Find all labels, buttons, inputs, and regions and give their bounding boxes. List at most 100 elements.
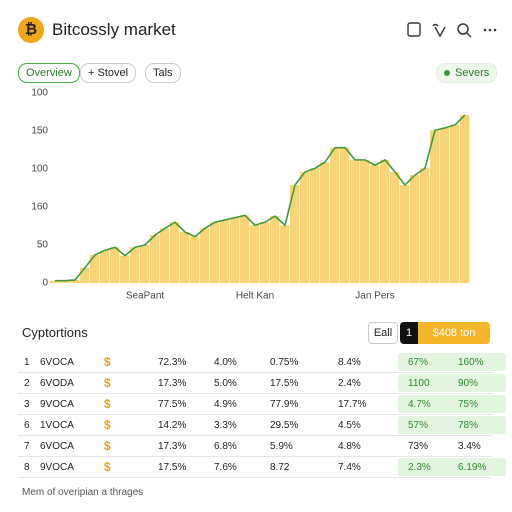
bar [280,225,290,283]
bar [100,250,110,283]
button[interactable]: 1 [400,322,418,344]
table-row[interactable]: 3 9VOCA $77.5% 4.9% 77.9% 17.7% 4.7% 75% [18,394,506,415]
tab[interactable]: + Stovel [80,63,137,83]
table-cell: 6.8% [214,441,237,452]
icon[interactable] [432,23,446,38]
footer: Mem of overipian a thrages [22,487,144,498]
table-cell: 1VOCA [40,420,74,431]
table-row[interactable]: 8 9VOCA $17.5% 7.6% 8.72 7.4% 2.3% 6.19% [18,457,506,478]
table-row[interactable]: 7 6VOCA $17.3% 6.8% 5.9% 4.8% 73% 3.4% [18,436,492,457]
table-cell: 8.4% [338,357,361,368]
y-tick-label: 160 [31,202,48,213]
chart: 0 50 160 100 150 100 SeaPant Helt Kan Jan Pers [31,88,470,302]
toolbar-icons [407,22,497,38]
table-cell: $ [104,460,111,474]
status[interactable]: Severs [436,63,498,83]
table-cell: 4.5% [338,420,361,431]
table-cell: 67% [408,357,429,368]
y-tick-label: 100 [31,88,48,99]
bar [150,235,160,283]
table-cell: 8.72 [270,462,290,473]
table-cell: 7.6% [214,462,237,473]
tab[interactable]: Overview [18,63,80,83]
table-cell: 17.3% [158,378,187,389]
table-cell: 17.5% [158,462,187,473]
table-cell: 77.9% [270,399,299,410]
table-cell: 6VODA [40,378,74,389]
search-icon[interactable] [466,32,472,38]
tab[interactable]: Tals [145,63,181,83]
button[interactable]: Eall [368,322,398,344]
table-cell: 17.3% [158,441,187,452]
bar [170,222,180,283]
bar [340,147,350,283]
table-cell: 3 [24,399,30,410]
table-cell: 2.4% [338,378,361,389]
bar [420,168,430,283]
bar [430,130,440,283]
icon[interactable] [407,22,421,37]
y-tick-label: 150 [31,126,48,137]
highlight [398,374,506,392]
table-cell: 160% [458,357,484,368]
table-cell: 2.3% [408,462,431,473]
x-tick-label: SeaPant [126,291,165,302]
x-tick-label: Helt Kan [236,291,274,302]
table-cell: 75% [458,399,479,410]
bar [380,159,390,283]
bar [90,254,100,283]
bar [210,222,220,283]
status-text: Severs [455,67,490,79]
table-cell: 78% [458,420,479,431]
y-tick-label: 50 [37,240,49,251]
table-cell: 3.3% [214,420,237,431]
bar [110,247,120,283]
bar [80,267,90,283]
table-row[interactable]: 1 6VOCA $72.3% 4.0% 0.75% 8.4% 67% 160% [18,352,506,373]
highlight [398,416,506,434]
bar [310,168,320,283]
table-cell: 8 [24,462,30,473]
bar [160,228,170,283]
bar [390,172,400,283]
bar [70,279,80,283]
table-cell: $ [104,376,111,390]
table-cell: 9VOCA [40,399,74,410]
x-tick-label: Jan Pers [355,291,394,302]
highlight [398,395,506,413]
bar [450,124,460,283]
search-icon[interactable] [457,23,469,35]
highlight [398,353,506,371]
table-row[interactable]: 2 6VODA $17.3% 5.0% 17.5% 2.4% 1100 90% [18,373,506,394]
table-cell: 6.19% [458,462,487,473]
bar [250,225,260,283]
y-tick-label: 100 [31,164,48,175]
table-row[interactable]: 6 1VOCA $14.2% 3.3% 29.5% 4.5% 57% 78% [18,415,506,436]
table-cell: 90% [458,378,479,389]
bar [140,245,150,283]
table-cell: 4.8% [338,441,361,452]
table-cell: 4.9% [214,399,237,410]
table-cell: 5.9% [270,441,293,452]
trend-line [55,114,466,282]
bar [290,184,300,283]
table-cell: 2 [24,378,30,389]
bar [230,217,240,283]
bar [370,165,380,283]
bar [330,147,340,283]
table-cell: 1 [24,357,30,368]
table-cell: 17.5% [270,378,299,389]
bar [400,184,410,283]
table-cell: 77.5% [158,399,187,410]
button[interactable]: $408 ton [418,322,490,344]
bar [300,172,310,283]
table-cell: 14.2% [158,420,187,431]
table-cell: 9VOCA [40,462,74,473]
bar [260,222,270,283]
app-title: Bitcossly market [52,20,176,39]
table-cell: 57% [408,420,429,431]
bar [120,255,130,283]
table-cell: 73% [408,441,429,452]
bar [270,216,280,283]
